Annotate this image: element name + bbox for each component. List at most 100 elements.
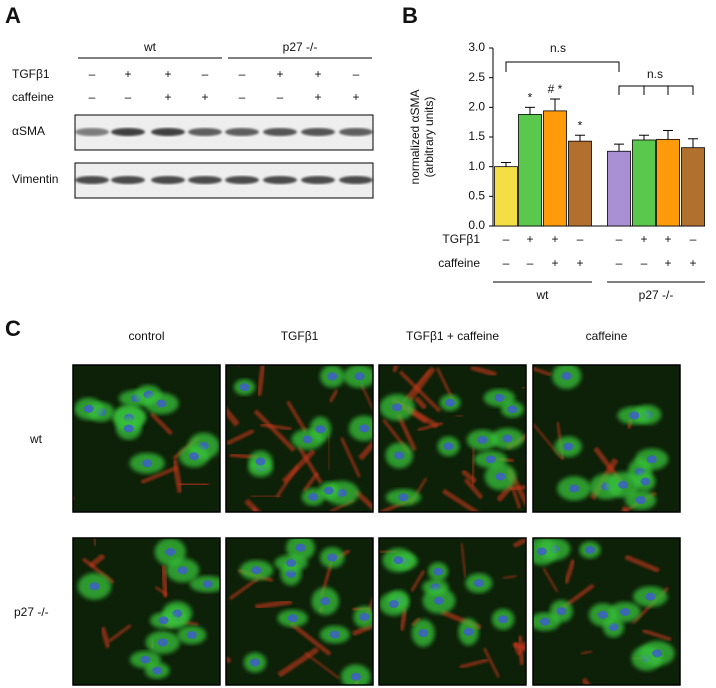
nucleus [485,455,496,464]
y-tick-label: 0.5 [468,189,485,203]
actin-fiber [563,559,576,584]
actin-fiber [410,617,422,628]
actin-fiber [73,496,75,501]
nucleus [302,435,313,444]
treatment-mark: – [89,90,96,104]
treatment-mark: – [239,67,246,81]
error-bar [614,143,624,152]
nucleus [327,372,338,381]
actin-fiber [99,626,112,649]
nucleus [652,649,663,658]
actin-fiber [413,396,428,410]
blot-label: Vimentin [12,172,58,186]
nucleus [308,492,319,501]
bar [494,166,518,227]
treatment-mark: – [503,232,510,246]
nucleus [157,638,168,647]
significance-mark: * [578,118,583,132]
treatment-mark: – [239,90,246,104]
treatment-mark: – [125,90,132,104]
nucleus [608,623,619,632]
micrograph [73,365,220,512]
treatment-mark: + [640,232,647,246]
micrograph-frame [225,364,374,513]
treatment-mark: – [527,256,534,270]
actin-fiber [502,574,517,580]
error-bar [575,134,585,142]
group-label: p27 -/- [283,40,318,54]
nucleus [165,547,176,556]
nucleus [152,666,163,675]
nucleus [354,372,365,381]
nucleus [392,403,403,412]
blot-band [339,128,373,136]
nucleus [563,442,574,451]
actin-fiber [360,383,373,412]
micrograph-frame [72,537,221,686]
blot-band [188,128,222,136]
column-label: caffeine [586,329,628,343]
actin-fiber [533,366,552,377]
micrograph [226,365,373,512]
nucleus [433,567,444,576]
nucleus [536,547,547,556]
blot-band [75,128,109,136]
nucleus [569,484,580,493]
y-tick-label: 0.0 [468,218,485,232]
actin-fiber [108,623,132,643]
nucleus [83,404,94,413]
blot-band [188,176,222,184]
nucleus [239,383,250,392]
actin-fiber [275,465,300,498]
actin-fiber [178,480,209,488]
actin-fiber [580,649,593,655]
blot-label: αSMA [12,124,45,138]
actin-fiber [441,488,481,512]
actin-fiber [255,599,293,610]
nucleus [315,425,326,434]
row-label: p27 -/- [14,605,49,619]
nucleus [158,616,169,625]
micrograph [226,538,373,685]
actin-fiber [358,439,373,461]
actin-fiber [542,567,559,593]
nucleus [443,442,454,451]
treatment-mark: – [641,256,648,270]
row-label: caffeine [12,90,54,104]
nucleus [388,600,399,609]
column-label: TGFβ1 [281,329,319,343]
y-tick-label: 2.5 [468,70,485,84]
actin-fiber [149,411,173,436]
nucleus [434,596,445,605]
y-tick-label: 1.0 [468,159,485,173]
bar [607,150,631,227]
nucleus [156,399,167,408]
actin-fiber [470,365,497,378]
actin-fiber [226,428,255,446]
nucleus [494,393,505,402]
actin-fiber [260,422,292,431]
treatment-mark: + [314,67,321,81]
actin-fiber [463,477,484,500]
actin-fiber [391,365,399,373]
nucleus [359,424,370,433]
actin-fiber [624,554,660,573]
actin-fiber [286,400,308,433]
bar [543,110,567,227]
micrograph-frame [532,364,681,513]
nucleus [495,472,506,481]
actin-fiber [417,421,444,432]
actin-fiber [304,651,340,680]
micrograph [379,538,526,685]
nucleus [394,451,405,460]
nucleus [285,569,296,578]
treatment-mark: + [164,90,171,104]
y-tick-label: 1.5 [468,129,485,143]
error-bar [550,98,560,111]
y-axis-label: normalized αSMA [408,90,422,185]
actin-fiber [328,389,339,403]
actin-fiber [236,365,240,367]
actin-fiber [244,498,262,512]
nucleus [249,658,260,667]
nucleus [629,411,640,420]
